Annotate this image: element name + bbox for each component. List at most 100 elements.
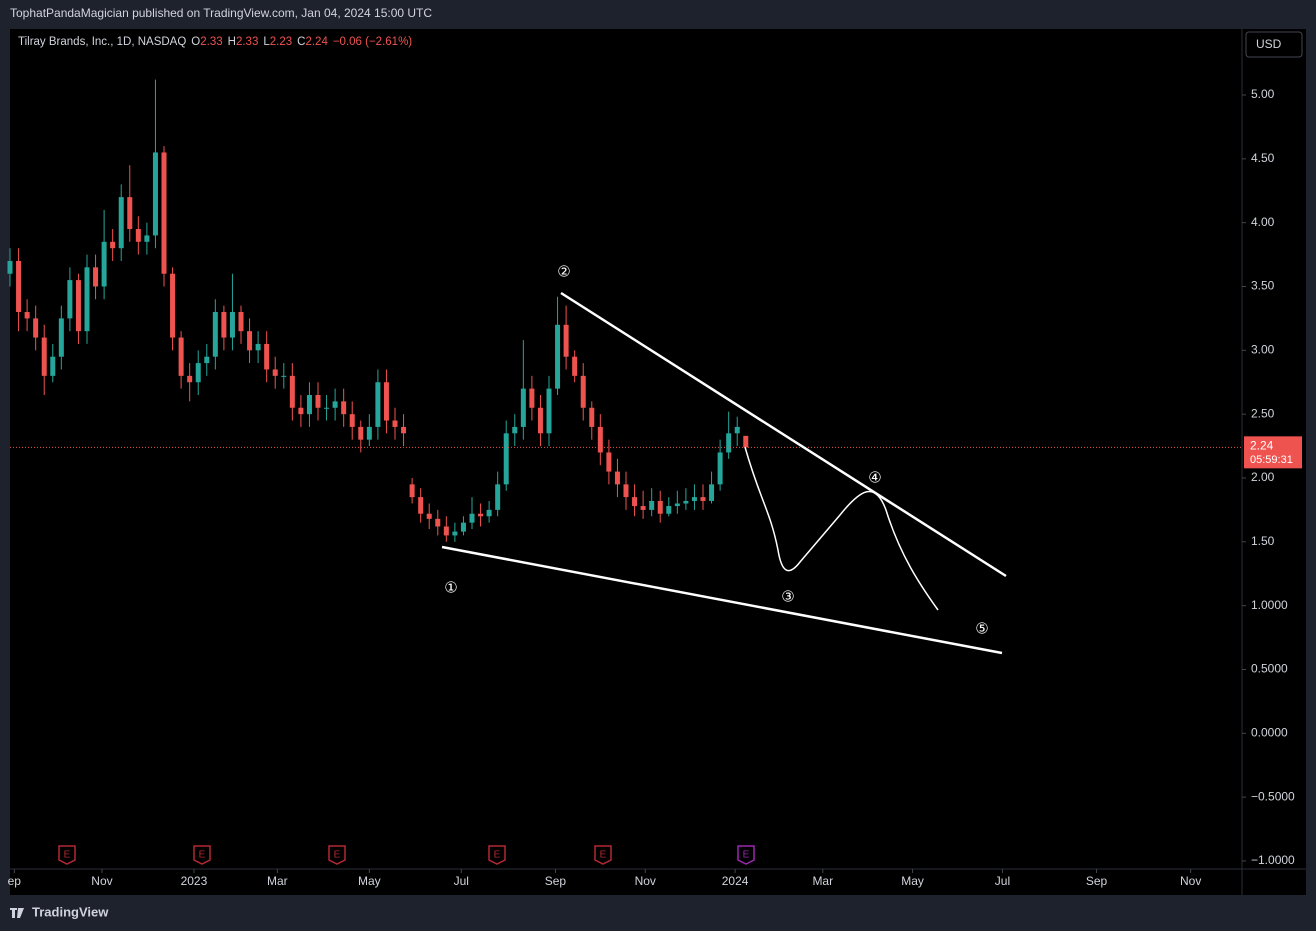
y-tick-label: 1.50 [1251,534,1275,548]
y-tick-label: 0.0000 [1251,725,1288,739]
candle-body [144,235,150,242]
legend-text: L [263,36,270,48]
x-tick-label: Jul [454,874,469,888]
y-tick-label: 1.0000 [1251,598,1288,612]
legend: Tilray Brands, Inc., 1D, NASDAQ O 2.33 H 2.3… [18,36,412,48]
y-tick-label: −1.0000 [1251,853,1295,867]
x-tick-label: Jul [995,874,1010,888]
candle-body [537,407,543,434]
candle-body [580,375,586,408]
projection-path [744,446,939,611]
candle-body [520,388,526,427]
currency: USD [1256,37,1282,51]
candle-body [666,506,672,514]
last-price: 2.24 [1250,439,1274,453]
earnings-label: E [334,850,341,861]
legend-text: 2.33 [236,36,258,48]
candle-body [717,452,723,485]
earnings-label: E [199,850,206,861]
y-tick-label: −0.5000 [1251,789,1295,803]
candle-body [341,401,347,415]
publish-info: TophatPandaMagician published on Trading… [10,6,432,20]
candle-body [24,312,30,319]
earnings-marker [328,845,346,865]
y-tick-label: 5.00 [1251,87,1275,101]
candle-body [349,414,355,427]
candle-body [315,395,321,408]
trendline [441,545,1003,655]
candle-body [691,497,697,501]
earnings-label: E [64,850,71,861]
candle-body [229,312,235,338]
candle-body [606,452,612,472]
candle-body [33,318,39,338]
x-tick-label: Nov [91,874,112,888]
y-tick-label: 3.50 [1251,279,1275,293]
candle-body [529,388,535,408]
x-tick-label: Mar [812,874,833,888]
x-tick-label: 2024 [722,874,749,888]
candle-body [657,500,663,514]
candle-body [50,356,56,376]
candle-body [195,363,201,383]
candle-body [555,324,561,389]
x-tick-label: Nov [635,874,656,888]
candle-body [238,312,244,332]
wave-label: ⑤ [975,620,988,638]
candle-body [597,426,603,453]
legend-text: −0.06 (−2.61%) [333,36,412,48]
candle-body [632,497,638,507]
candle-body [700,497,706,501]
wave-label: ③ [781,588,794,606]
candle-body [298,407,304,415]
candle-body [204,356,210,364]
earnings-marker [737,845,755,865]
y-tick-label: 4.00 [1251,215,1275,229]
candle-body [118,197,124,249]
candle-body [187,375,193,383]
candle-body [409,484,415,498]
x-tick-label: May [901,874,924,888]
candle-body [101,241,107,287]
candle-body [264,343,270,370]
y-tick-label: 4.50 [1251,151,1275,165]
candle-body [546,388,552,434]
candle-body [272,369,278,376]
candle-body [726,433,732,453]
candle-body [152,152,158,236]
earnings-marker [488,845,506,865]
trendline [560,291,1007,578]
candle-body [623,484,629,498]
candle-body [178,337,184,376]
candle-body [161,152,167,274]
candle-body [212,312,218,357]
x-tick-label: Sep [545,874,567,888]
candle-body [572,356,578,376]
earnings-label: E [600,850,607,861]
legend-text: 2.23 [270,36,292,48]
candle-body [683,500,689,504]
candle-body [332,401,338,408]
candle-body [358,426,364,440]
y-tick-label: 3.00 [1251,342,1275,356]
candle-body [478,513,484,517]
currency-box[interactable] [1245,31,1303,58]
brand[interactable]: TradingView [32,904,109,919]
earnings-marker [58,845,76,865]
x-tick-label: 2023 [181,874,208,888]
y-tick-label: 0.5000 [1251,662,1288,676]
legend-text: 2.33 [200,36,222,48]
wave-label: ① [444,579,457,597]
candle-body [41,337,47,376]
candle-body [255,343,261,351]
x-tick-label: Sep [1086,874,1108,888]
candle-body [375,382,381,427]
earnings-label: E [743,850,750,861]
candle-body [435,518,441,527]
candle-body [281,375,287,377]
x-tick-label: ep [8,874,22,888]
candle-body [306,395,312,415]
candle-body [589,407,595,427]
